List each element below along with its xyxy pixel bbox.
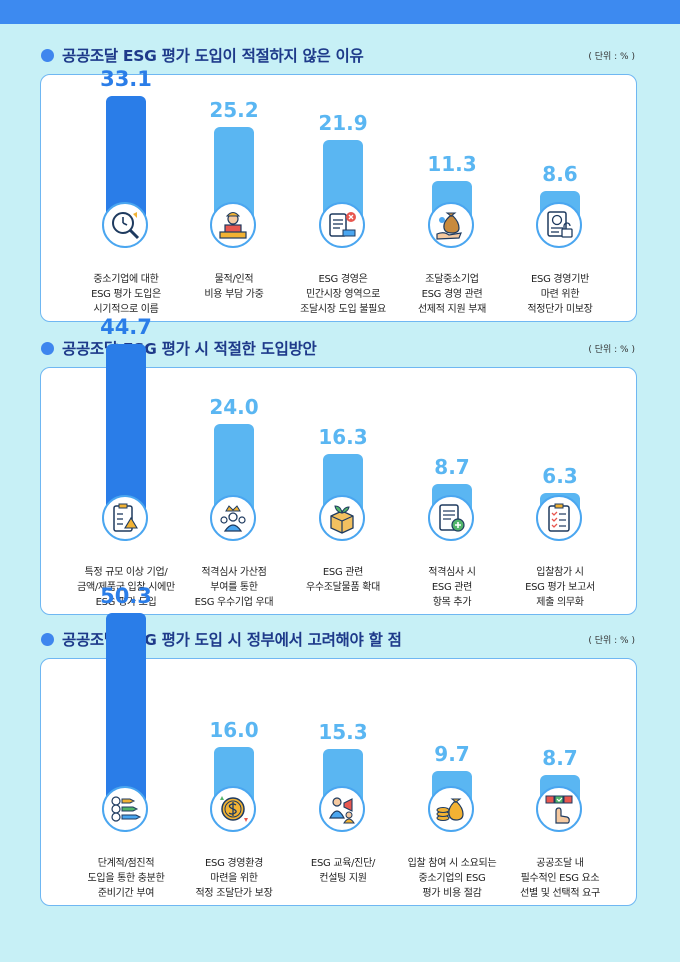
clipboard-warning-icon bbox=[102, 495, 148, 541]
bar-value-label: 50.3 bbox=[100, 583, 152, 608]
coins-bag-icon bbox=[428, 786, 474, 832]
bar-value-label: 24.0 bbox=[209, 395, 259, 420]
bar-value-label: 8.6 bbox=[542, 162, 578, 187]
unit-label: ( 단위 : % ) bbox=[588, 345, 635, 355]
hand-checklist-icon bbox=[536, 786, 582, 832]
top-banner bbox=[0, 0, 680, 24]
chart-column: 33.1 중소기업에 대한 ESG 평가 도입은 시기적으로 이름 bbox=[71, 67, 181, 323]
bar-value-label: 15.3 bbox=[318, 720, 368, 745]
bar-value-label: 16.0 bbox=[209, 717, 259, 742]
steps-arrows-icon bbox=[102, 786, 148, 832]
box-sprout-icon bbox=[319, 495, 365, 541]
bar-value-label: 8.7 bbox=[434, 455, 470, 480]
chart-panel: 44.7 특정 규모 이상 기업/ 금액/제품군 입찰 시에만 ESG 평가 도입… bbox=[40, 315, 637, 616]
chart-column: 50.3 단계적/점진적 도입을 통한 충분한 준비기간 부여 bbox=[71, 584, 181, 907]
checklist-icon bbox=[536, 495, 582, 541]
category-label: 중소기업에 대한 ESG 평가 도입은 시기적으로 이름 bbox=[91, 274, 161, 315]
section-3: 공공조달 ESG 평가 도입 시 정부에서 고려해야 할 점 ( 단위 : % )… bbox=[40, 584, 637, 906]
category-label: 조달중소기업 ESG 경영 관련 선제적 지원 부재 bbox=[417, 274, 487, 315]
chart-column: 21.9 ESG 경영은 민간시장 영역으로 조달시장 도입 불필요 bbox=[288, 75, 398, 323]
chart-bar bbox=[106, 343, 146, 518]
bar-value-label: 9.7 bbox=[434, 742, 470, 767]
hand-money-bag-icon bbox=[428, 202, 474, 248]
section-title: 공공조달 ESG 평가 시 적절한 도입방안 bbox=[62, 340, 317, 358]
category-label: 단계적/점진적 도입을 통한 충분한 준비기간 부여 bbox=[87, 858, 165, 899]
category-label: ESG 관련 우수조달물품 확대 bbox=[305, 567, 381, 593]
bar-value-label: 8.7 bbox=[542, 746, 578, 771]
bar-value-label: 21.9 bbox=[318, 110, 368, 135]
chart-column: 6.3 입찰참가 시 ESG 평가 보고서 제출 의무화 bbox=[505, 368, 615, 616]
chart-panel: 50.3 단계적/점진적 도입을 통한 충분한 준비기간 부여 16.0 ESG 경영… bbox=[40, 584, 637, 907]
bar-value-label: 33.1 bbox=[100, 66, 152, 91]
clipboard-cart-icon bbox=[319, 202, 365, 248]
magnifier-clock-icon bbox=[102, 202, 148, 248]
category-label: ESG 교육/진단/ 컨설팅 지원 bbox=[310, 858, 376, 884]
chart-column: 9.7 입찰 참여 시 소요되는 중소기업의 ESG 평가 비용 절감 bbox=[397, 659, 507, 907]
chart-column: 44.7 특정 규모 이상 기업/ 금액/제품군 입찰 시에만 ESG 평가 도입 bbox=[71, 315, 181, 616]
chart-column: 11.3 조달중소기업 ESG 경영 관련 선제적 지원 부재 bbox=[397, 75, 507, 323]
section-header: 공공조달 ESG 평가 도입 시 정부에서 고려해야 할 점 ( 단위 : % ) bbox=[40, 628, 637, 652]
section-title: 공공조달 ESG 평가 도입 시 정부에서 고려해야 할 점 bbox=[62, 631, 402, 649]
document-plus-icon bbox=[428, 495, 474, 541]
unit-label: ( 단위 : % ) bbox=[588, 52, 635, 62]
category-label: 적격심사 가산점 부여를 통한 ESG 우수기업 우대 bbox=[194, 567, 274, 608]
category-label: 공공조달 내 필수적인 ESG 요소 선별 및 선택적 요구 bbox=[520, 858, 600, 899]
section-title: 공공조달 ESG 평가 도입이 적절하지 않은 이유 bbox=[62, 47, 364, 65]
category-label: 입찰 참여 시 소요되는 중소기업의 ESG 평가 비용 절감 bbox=[407, 858, 497, 899]
chart-column: 16.0 ESG 경영환경 마련을 위한 적정 조달단가 보장 bbox=[179, 659, 289, 907]
unit-label: ( 단위 : % ) bbox=[588, 636, 635, 646]
chart-column: 24.0 적격심사 가산점 부여를 통한 ESG 우수기업 우대 bbox=[179, 368, 289, 616]
chart-column: 25.2 물적/인적 비용 부담 가중 bbox=[179, 75, 289, 323]
chart-column: 8.7 적격심사 시 ESG 관련 항목 추가 bbox=[397, 368, 507, 616]
bar-value-label: 25.2 bbox=[209, 97, 259, 122]
bar-value-label: 16.3 bbox=[318, 425, 368, 450]
bullet-dot-icon bbox=[41, 342, 54, 355]
crown-people-icon bbox=[210, 495, 256, 541]
section-header: 공공조달 ESG 평가 도입이 적절하지 않은 이유 ( 단위 : % ) bbox=[40, 44, 637, 68]
category-label: 특정 규모 이상 기업/ 금액/제품군 입찰 시에만 ESG 평가 도입 bbox=[77, 567, 175, 608]
category-label: 적격심사 시 ESG 관련 항목 추가 bbox=[428, 567, 476, 608]
section-2: 공공조달 ESG 평가 시 적절한 도입방안 ( 단위 : % ) 44.7 특정 규… bbox=[40, 315, 637, 615]
bullet-dot-icon bbox=[41, 49, 54, 62]
worker-desk-icon bbox=[210, 202, 256, 248]
dollar-document-lock-icon bbox=[536, 202, 582, 248]
bar-value-label: 6.3 bbox=[542, 464, 578, 489]
category-label: ESG 경영기반 마련 위한 적정단가 미보장 bbox=[527, 274, 593, 315]
chart-panel: 33.1 중소기업에 대한 ESG 평가 도입은 시기적으로 이름 25.2 물적/인… bbox=[40, 67, 637, 323]
teacher-megaphone-icon bbox=[319, 786, 365, 832]
chart-bar bbox=[106, 612, 146, 809]
category-label: ESG 경영은 민간시장 영역으로 조달시장 도입 불필요 bbox=[300, 274, 386, 315]
chart-column: 15.3 ESG 교육/진단/ 컨설팅 지원 bbox=[288, 659, 398, 907]
chart-column: 8.7 공공조달 내 필수적인 ESG 요소 선별 및 선택적 요구 bbox=[505, 659, 615, 907]
bullet-dot-icon bbox=[41, 633, 54, 646]
section-1: 공공조달 ESG 평가 도입이 적절하지 않은 이유 ( 단위 : % ) 33.1… bbox=[40, 44, 637, 322]
bar-value-label: 44.7 bbox=[100, 314, 152, 339]
category-label: 물적/인적 비용 부담 가중 bbox=[204, 274, 264, 300]
dollar-coin-icon bbox=[210, 786, 256, 832]
chart-column: 8.6 ESG 경영기반 마련 위한 적정단가 미보장 bbox=[505, 75, 615, 323]
category-label: 입찰참가 시 ESG 평가 보고서 제출 의무화 bbox=[525, 567, 595, 608]
bar-value-label: 11.3 bbox=[427, 151, 477, 176]
chart-column: 16.3 ESG 관련 우수조달물품 확대 bbox=[288, 368, 398, 616]
category-label: ESG 경영환경 마련을 위한 적정 조달단가 보장 bbox=[195, 858, 273, 899]
